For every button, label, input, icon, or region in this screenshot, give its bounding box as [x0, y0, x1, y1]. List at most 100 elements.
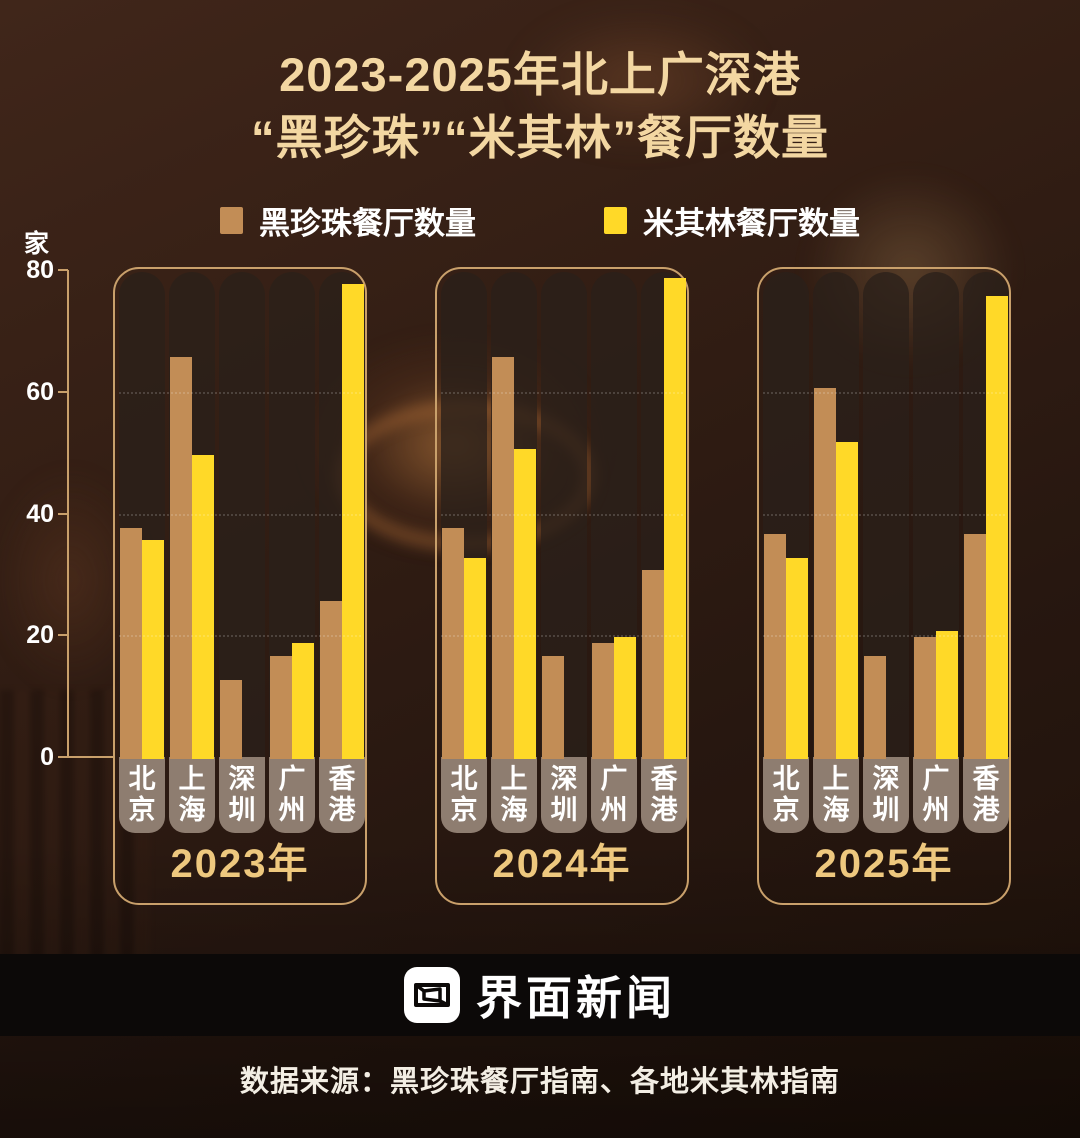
year-label: 2024年	[492, 842, 632, 886]
title-line-2: “黑珍珠”“米其林”餐厅数量	[251, 110, 829, 164]
city-label-char: 圳	[228, 795, 256, 825]
city-label-pill	[863, 757, 909, 833]
legend-label: 黑珍珠餐厅数量	[259, 206, 476, 241]
city-label-char: 京	[772, 795, 800, 825]
michelin-bar-香港	[986, 296, 1008, 759]
city-label: 广州	[591, 764, 637, 826]
city-label-char: 深	[550, 764, 578, 794]
y-axis-tick	[58, 634, 68, 637]
gridline-40	[441, 513, 683, 516]
city-label-pill	[913, 757, 959, 833]
city-label: 深圳	[541, 764, 587, 826]
city-column-北京: 北京	[119, 270, 165, 902]
city-label-char: 广	[600, 764, 628, 794]
city-column-香港: 香港	[319, 270, 365, 902]
gridline-20	[763, 635, 1005, 638]
city-label-char: 州	[278, 795, 306, 825]
black-pearl-bar-广州	[914, 637, 936, 759]
page-title: 2023-2025年北上广深港 “黑珍珠”“米其林”餐厅数量	[0, 44, 1080, 170]
y-tick-label: 80	[26, 256, 54, 284]
year-panel-2025: 北京上海深圳广州香港 2025年	[757, 267, 1011, 905]
city-label-char: 港	[328, 795, 356, 825]
city-column-北京: 北京	[763, 270, 809, 902]
gridline-60	[763, 391, 1005, 394]
michelin-bar-广州	[936, 631, 958, 759]
michelin-bar-上海	[192, 454, 214, 759]
city-column-广州: 广州	[591, 270, 637, 902]
michelin-bar-广州	[614, 637, 636, 759]
black-pearl-bar-深圳	[220, 679, 242, 759]
city-column-广州: 广州	[269, 270, 315, 902]
black-pearl-bar-深圳	[542, 655, 564, 759]
legend-item-black-pearl: 黑珍珠餐厅数量	[220, 198, 476, 243]
city-label-char: 深	[872, 764, 900, 794]
city-label-char: 圳	[872, 795, 900, 825]
city-label-pill	[119, 757, 165, 833]
city-label-pill	[491, 757, 537, 833]
city-label: 北京	[763, 764, 809, 826]
michelin-bar-上海	[836, 442, 858, 759]
city-label-pill	[441, 757, 487, 833]
data-source-note: 数据来源：黑珍珠餐厅指南、各地米其林指南	[239, 1066, 840, 1098]
city-label-char: 海	[500, 795, 528, 825]
city-label: 北京	[441, 764, 487, 826]
city-label-char: 北	[450, 764, 478, 794]
city-label-char: 京	[450, 795, 478, 825]
city-label-char: 广	[922, 764, 950, 794]
city-label-pill	[963, 757, 1009, 833]
y-axis-tick	[58, 269, 68, 271]
city-label-char: 海	[178, 795, 206, 825]
city-label: 广州	[269, 764, 315, 826]
city-column-广州: 广州	[913, 270, 959, 902]
city-label-char: 香	[650, 764, 678, 794]
title-line-1: 2023-2025年北上广深港	[279, 48, 801, 101]
city-column-香港: 香港	[963, 270, 1009, 902]
city-label: 北京	[119, 764, 165, 826]
city-label-char: 上	[500, 764, 528, 794]
city-label-char: 州	[600, 795, 628, 825]
michelin-bar-香港	[664, 278, 686, 759]
city-label-char: 广	[278, 764, 306, 794]
city-label-char: 海	[822, 795, 850, 825]
gridline-40	[119, 513, 361, 516]
y-axis-tick	[58, 390, 68, 393]
black-pearl-bar-深圳	[864, 655, 886, 759]
column-track	[219, 272, 265, 757]
gridline-40	[763, 513, 1005, 516]
city-label: 香港	[963, 764, 1009, 826]
black-pearl-bar-香港	[320, 600, 342, 759]
city-label-pill	[219, 757, 265, 833]
publisher-name: 界面新闻	[476, 972, 676, 1024]
city-label-pill	[541, 757, 587, 833]
michelin-bar-北京	[142, 539, 164, 759]
y-axis-tick	[58, 512, 68, 515]
city-label-char: 北	[772, 764, 800, 794]
city-label-pill	[169, 757, 215, 833]
city-label-char: 上	[822, 764, 850, 794]
michelin-bar-北京	[464, 558, 486, 759]
city-column-深圳: 深圳	[863, 270, 909, 902]
legend-item-michelin: 米其林餐厅数量	[604, 198, 860, 243]
city-label-pill	[591, 757, 637, 833]
city-column-香港: 香港	[641, 270, 687, 902]
y-tick-label: 60	[26, 377, 54, 406]
y-axis-tick	[58, 756, 68, 758]
city-label-char: 港	[650, 795, 678, 825]
city-label-pill	[813, 757, 859, 833]
year-label: 2023年	[170, 842, 310, 886]
city-label: 香港	[641, 764, 687, 826]
city-label-char: 上	[178, 764, 206, 794]
city-label: 广州	[913, 764, 959, 826]
city-column-上海: 上海	[169, 270, 215, 902]
city-label-char: 深	[228, 764, 256, 794]
city-label: 香港	[319, 764, 365, 826]
michelin-bar-香港	[342, 284, 364, 759]
black-pearl-bar-北京	[120, 527, 142, 759]
y-axis-unit-label: 家	[24, 230, 50, 258]
black-pearl-bar-上海	[814, 387, 836, 759]
city-label-pill	[319, 757, 365, 833]
legend-label: 米其林餐厅数量	[643, 206, 860, 241]
michelin-swatch-icon	[604, 207, 627, 234]
city-column-深圳: 深圳	[219, 270, 265, 902]
